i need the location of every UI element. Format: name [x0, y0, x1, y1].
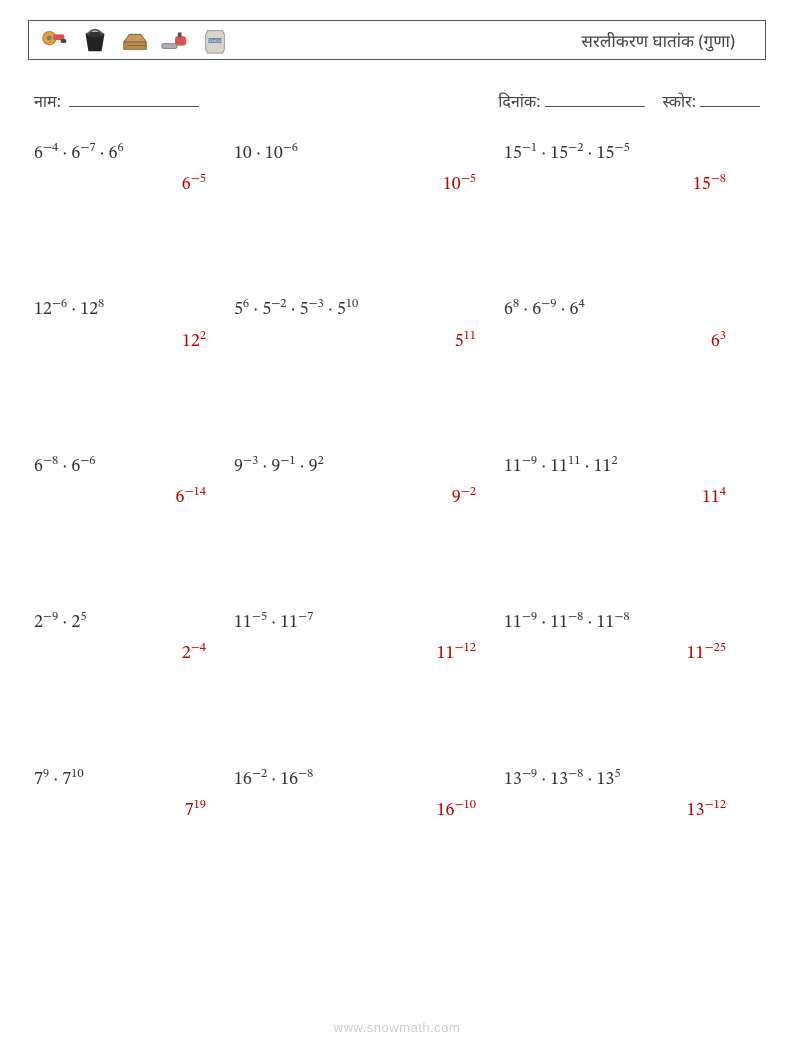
- problem-answer: 114: [504, 486, 744, 511]
- problem-10: 2−9·25 2−4: [34, 611, 224, 667]
- problem-expression: 11−5·11−7: [234, 611, 494, 636]
- name-blank[interactable]: [69, 90, 199, 107]
- chainsaw-icon: [159, 24, 191, 56]
- grinder-icon: [39, 24, 71, 56]
- problem-11: 11−5·11−7 11−12: [234, 611, 494, 667]
- problem-expression: 13−9·13−8·135: [504, 768, 744, 793]
- header-box: CEMENT सरलीकरण घातांक (गुणा): [28, 20, 766, 60]
- problem-expression: 12−6·128: [34, 298, 224, 323]
- name-field: नाम:: [34, 90, 199, 112]
- problem-answer: 63: [504, 330, 744, 355]
- icon-row: CEMENT: [39, 24, 231, 56]
- problem-answer: 511: [234, 330, 494, 355]
- problem-answer: 13−12: [504, 799, 744, 824]
- bucket-icon: [79, 24, 111, 56]
- problem-1: 6−4·6−7·66 6−5: [34, 142, 224, 198]
- score-field: स्कोर:: [663, 90, 761, 112]
- problem-expression: 11−9·1111·112: [504, 455, 744, 480]
- problem-9: 11−9·1111·112 114: [504, 455, 744, 511]
- problem-answer: 11−25: [504, 642, 744, 667]
- footer-watermark: www.snowmath.com: [0, 1020, 794, 1035]
- problem-8: 9−3·9−1·92 9−2: [234, 455, 494, 511]
- problem-answer: 6−5: [34, 173, 224, 198]
- info-row: नाम: दिनांक: स्कोर:: [28, 90, 766, 112]
- problem-expression: 79·710: [34, 768, 224, 793]
- problem-15: 13−9·13−8·135 13−12: [504, 768, 744, 824]
- wood-icon: [119, 24, 151, 56]
- problem-13: 79·710 719: [34, 768, 224, 824]
- problem-answer: 15−8: [504, 173, 744, 198]
- problem-7: 6−8·6−6 6−14: [34, 455, 224, 511]
- problem-answer: 11−12: [234, 642, 494, 667]
- problem-answer: 16−10: [234, 799, 494, 824]
- problems-grid: 6−4·6−7·666−510·10−610−515−1·15−2·15−515…: [28, 142, 766, 824]
- problem-2: 10·10−6 10−5: [234, 142, 494, 198]
- problem-expression: 15−1·15−2·15−5: [504, 142, 744, 167]
- problem-expression: 9−3·9−1·92: [234, 455, 494, 480]
- problem-answer: 2−4: [34, 642, 224, 667]
- date-blank[interactable]: [545, 90, 645, 107]
- worksheet-title: सरलीकरण घातांक (गुणा): [581, 29, 735, 52]
- problem-14: 16−2·16−8 16−10: [234, 768, 494, 824]
- name-label: नाम:: [34, 90, 61, 112]
- problem-expression: 10·10−6: [234, 142, 494, 167]
- problem-expression: 6−4·6−7·66: [34, 142, 224, 167]
- problem-expression: 6−8·6−6: [34, 455, 224, 480]
- score-blank[interactable]: [700, 90, 760, 107]
- problem-expression: 56·5−2·5−3·510: [234, 298, 494, 323]
- problem-expression: 11−9·11−8·11−8: [504, 611, 744, 636]
- problem-answer: 719: [34, 799, 224, 824]
- problem-answer: 122: [34, 330, 224, 355]
- problem-answer: 6−14: [34, 486, 224, 511]
- problem-expression: 68·6−9·64: [504, 298, 744, 323]
- date-label: दिनांक:: [498, 90, 540, 112]
- problem-4: 12−6·128 122: [34, 298, 224, 354]
- cement-icon: CEMENT: [199, 24, 231, 56]
- problem-expression: 16−2·16−8: [234, 768, 494, 793]
- problem-5: 56·5−2·5−3·510 511: [234, 298, 494, 354]
- problem-6: 68·6−9·64 63: [504, 298, 744, 354]
- problem-expression: 2−9·25: [34, 611, 224, 636]
- problem-answer: 9−2: [234, 486, 494, 511]
- problem-12: 11−9·11−8·11−8 11−25: [504, 611, 744, 667]
- svg-text:CEMENT: CEMENT: [207, 39, 224, 43]
- score-label: स्कोर:: [663, 90, 697, 112]
- problem-answer: 10−5: [234, 173, 494, 198]
- date-field: दिनांक:: [498, 90, 644, 112]
- problem-3: 15−1·15−2·15−5 15−8: [504, 142, 744, 198]
